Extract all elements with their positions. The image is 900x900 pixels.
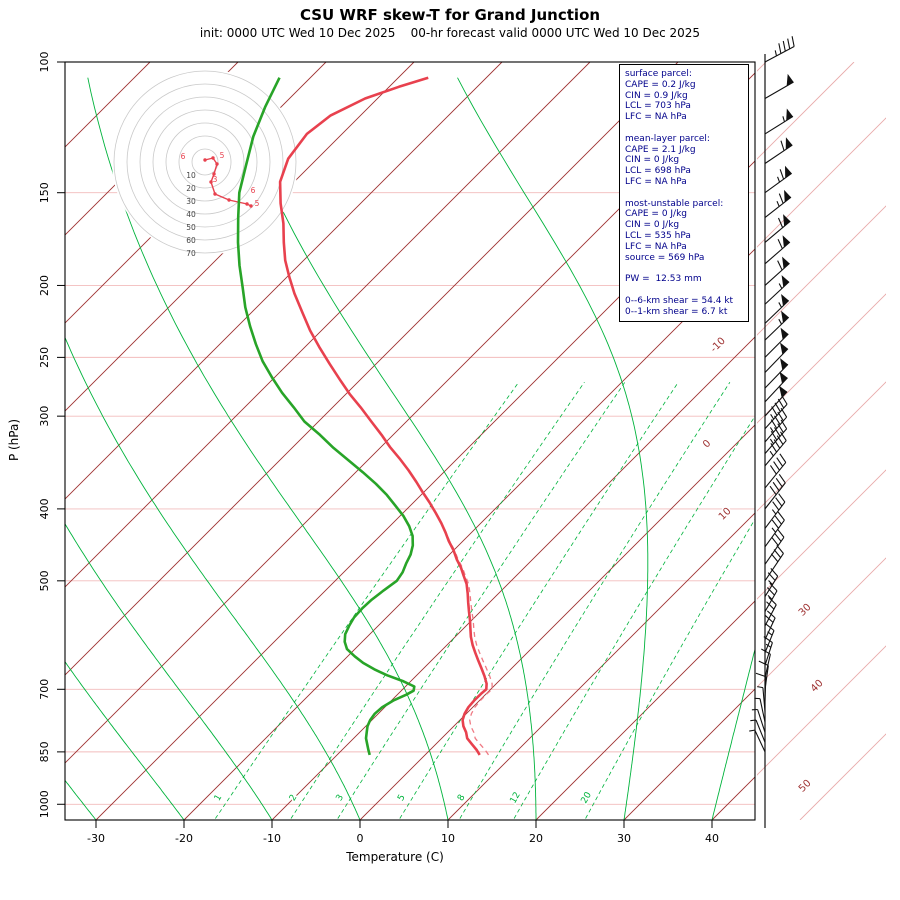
mixing-ratio-label: 1	[213, 793, 225, 803]
hodograph-ring-label: 40	[186, 210, 196, 219]
hodograph-ring-label: 10	[186, 171, 196, 180]
parcel-info-line: source = 569 hPa	[625, 252, 705, 263]
isotherm-label: 30	[797, 602, 814, 619]
parcel-info-line: 0--1-km shear = 6.7 kt	[625, 306, 728, 317]
parcel-info-line: most-unstable parcel:	[625, 198, 724, 209]
plot-border	[64, 61, 756, 821]
parcel-info-line: mean-layer parcel:	[625, 133, 710, 144]
mixing-ratio-label: 20	[580, 790, 595, 805]
isotherm-label: -10	[709, 336, 728, 355]
x-tick-label: 0	[357, 832, 364, 845]
mixing-ratio-labels: 1 2 3 5 8 12 20	[211, 789, 595, 807]
y-tick-label: 250	[38, 347, 51, 368]
hodograph-ring-label: 50	[186, 223, 196, 232]
parcel-info-line	[625, 285, 743, 296]
y-tick-label: 850	[38, 741, 51, 762]
hodograph-ring-label: 20	[186, 184, 196, 193]
hodograph-point-label: 6	[251, 186, 256, 195]
parcel-info-line: CIN = 0 J/kg	[625, 155, 680, 166]
parcel-info-line: LCL = 698 hPa	[625, 166, 691, 177]
y-tick-label: 700	[38, 679, 51, 700]
y-tick-label: 500	[38, 570, 51, 591]
parcel-info-line: CIN = 0.9 J/kg	[625, 90, 688, 101]
hodograph-point-label: 5	[255, 199, 260, 208]
y-tick-label: 1000	[38, 790, 51, 818]
parcel-info-line	[625, 263, 743, 274]
chart-subtitle: init: 0000 UTC Wed 10 Dec 2025 00-hr for…	[199, 26, 701, 40]
wind-barbs	[749, 36, 795, 828]
parcel-info-line: CAPE = 2.1 J/kg	[625, 144, 696, 155]
mixing-ratio-label: 12	[509, 791, 523, 806]
y-tick-label: 150	[38, 182, 51, 203]
mixing-ratio-lines	[215, 381, 755, 819]
y-tick-label: 400	[38, 498, 51, 519]
sounding-profiles	[236, 76, 493, 756]
isotherm-label: 10	[717, 506, 734, 523]
parcel-info-line	[625, 123, 743, 134]
x-tick-label: 20	[529, 832, 543, 845]
hodograph-point-label: 3	[213, 175, 218, 184]
mixing-ratio-label: 5	[396, 793, 408, 803]
parcel-info-line: 0--6-km shear = 54.4 kt	[625, 295, 734, 306]
parcel-info-box: surface parcel: CAPE = 0.2 J/kg CIN = 0.9 …	[619, 64, 749, 323]
parcel-info-line: LFC = NA hPa	[625, 176, 687, 187]
hodograph-ring-label: 70	[186, 249, 196, 258]
parcel-info-line: CAPE = 0 J/kg	[625, 209, 688, 220]
hodograph-point-label: 5	[220, 151, 225, 160]
parcel-info-line: PW = 12.53 mm	[625, 274, 702, 285]
isotherm-label: 50	[797, 778, 814, 795]
moist-adiabats	[65, 77, 755, 820]
hodograph-point-label: 6	[181, 152, 186, 161]
x-tick-label: -10	[263, 832, 281, 845]
x-tick-label: -30	[87, 832, 105, 845]
parcel-info-line: LFC = NA hPa	[625, 112, 687, 123]
x-tick-label: 30	[617, 832, 631, 845]
dewpoint-line	[236, 77, 416, 756]
y-tick-label: 100	[38, 52, 51, 73]
hodograph: 10 20 30 40 50 60 70 6 5 3 6 5	[112, 69, 298, 258]
parcel-info-line	[625, 188, 743, 199]
mixing-ratio-label: 3	[335, 793, 347, 803]
parcel-info-line: CIN = 0 J/kg	[625, 220, 680, 231]
isotherm-lines-margin	[757, 62, 886, 820]
hodograph-ring-label: 30	[186, 197, 196, 206]
temperature-line	[278, 76, 488, 756]
hodograph-ring-label: 60	[186, 236, 196, 245]
x-tick-label: 40	[705, 832, 719, 845]
x-tick-label: -20	[175, 832, 193, 845]
parcel-info-line: LFC = NA hPa	[625, 241, 687, 252]
parcel-info-line: LCL = 703 hPa	[625, 101, 691, 112]
parcel-info-line: CAPE = 0.2 J/kg	[625, 79, 696, 90]
y-tick-label: 200	[38, 275, 51, 296]
isotherm-label: 0	[701, 438, 713, 450]
isotherm-label: 40	[809, 678, 826, 695]
parcel-info-line: surface parcel:	[625, 69, 692, 79]
x-tick-label: 10	[441, 832, 455, 845]
x-axis-label: Temperature (C)	[346, 850, 444, 864]
parcel-info-line: LCL = 535 hPa	[625, 230, 691, 241]
chart-title: CSU WRF skew-T for Grand Junction	[299, 6, 601, 24]
y-tick-label: 300	[38, 406, 51, 427]
